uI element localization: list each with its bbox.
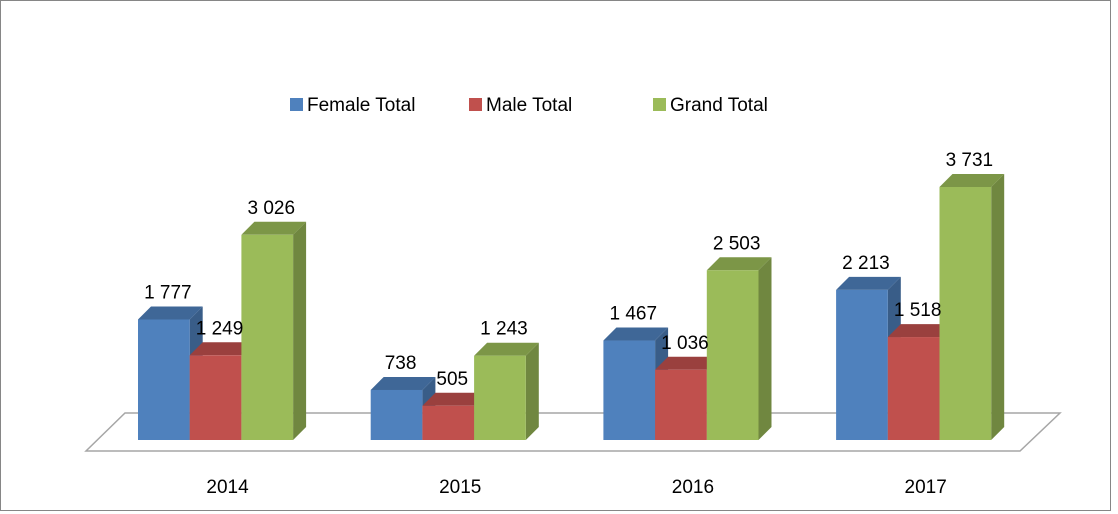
bar-front	[603, 340, 656, 440]
bar-front	[370, 389, 423, 440]
value-label: 1 249	[196, 318, 244, 339]
bar-side	[991, 174, 1005, 440]
bar-front	[706, 270, 759, 440]
value-label: 1 243	[480, 319, 528, 340]
value-label: 1 518	[894, 300, 942, 321]
bar-front	[189, 355, 242, 440]
bar-front	[241, 234, 294, 440]
bar-front	[836, 289, 888, 440]
bar-top	[370, 376, 436, 390]
bar-top	[603, 327, 669, 341]
bar-top	[939, 174, 1005, 187]
bar	[603, 327, 669, 440]
bar	[474, 342, 539, 440]
bar-top	[138, 306, 203, 320]
bar-top	[887, 324, 953, 338]
legend-label: Grand Total	[670, 95, 768, 116]
value-label: 2 503	[713, 233, 761, 254]
bar	[836, 276, 901, 440]
value-label: 3 026	[247, 198, 295, 219]
bar-front	[138, 319, 190, 440]
value-label: 3 731	[946, 150, 994, 171]
legend-swatch	[290, 98, 303, 111]
bar-front	[939, 187, 992, 440]
legend-label: Female Total	[307, 95, 415, 116]
bar-front	[422, 405, 475, 440]
legend-swatch	[469, 98, 482, 111]
bar-front	[655, 369, 707, 440]
floor	[84, 412, 1062, 452]
value-label: 1 777	[144, 283, 192, 304]
bar-side	[293, 221, 307, 440]
value-label: 738	[385, 353, 417, 374]
bar	[241, 221, 307, 440]
bar	[706, 257, 772, 440]
value-label: 1 036	[661, 333, 709, 354]
legend-label: Male Total	[486, 95, 572, 116]
x-tick-label: 2016	[672, 477, 714, 498]
value-label: 505	[436, 369, 468, 390]
bar-top	[836, 276, 901, 290]
legend-swatch	[653, 98, 666, 111]
x-tick-label: 2014	[206, 477, 249, 498]
bar-top	[655, 356, 720, 370]
bar	[939, 174, 1005, 440]
bar-top	[422, 392, 488, 406]
bar-top	[474, 342, 539, 356]
bar	[655, 356, 720, 440]
value-label: 1 467	[609, 304, 657, 325]
bar-top	[706, 257, 772, 271]
bar-side	[758, 257, 772, 440]
x-tick-label: 2017	[905, 477, 947, 498]
value-label: 2 213	[842, 253, 890, 274]
bar-front	[474, 355, 526, 440]
bar-top	[241, 221, 307, 235]
x-tick-label: 2015	[439, 477, 481, 498]
bar-front	[887, 337, 940, 440]
bar-top	[189, 342, 255, 356]
bar-side	[525, 342, 539, 440]
